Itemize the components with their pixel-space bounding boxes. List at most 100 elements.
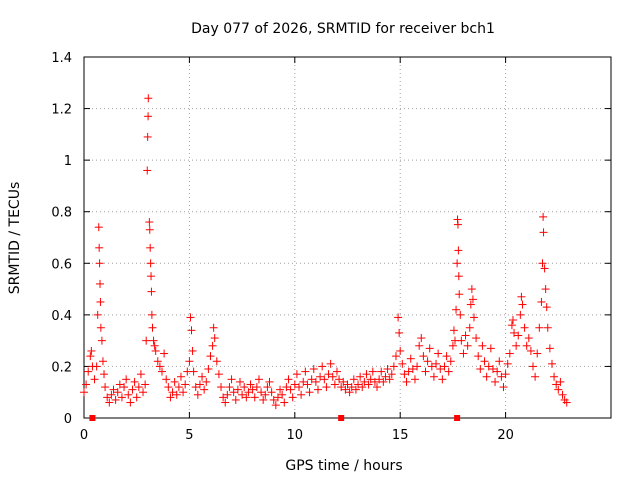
data-point — [250, 393, 259, 402]
data-point — [469, 313, 478, 322]
data-point — [261, 390, 270, 399]
x-tick-label: 20 — [497, 428, 514, 443]
data-point — [231, 395, 240, 404]
data-point — [90, 375, 99, 384]
data-point — [457, 336, 466, 345]
data-point — [463, 341, 472, 350]
data-point — [305, 388, 314, 397]
data-point — [474, 352, 483, 361]
x-axis-label: GPS time / hours — [285, 458, 402, 474]
data-point — [170, 377, 179, 386]
data-point — [233, 385, 242, 394]
data-point — [328, 372, 337, 381]
data-point — [146, 243, 155, 252]
data-point — [533, 349, 542, 358]
data-point — [292, 370, 301, 379]
data-point — [541, 285, 550, 294]
data-point — [93, 310, 102, 319]
data-point — [522, 341, 531, 350]
data-point — [198, 372, 207, 381]
data-point — [172, 390, 181, 399]
data-point — [309, 365, 318, 374]
data-point — [189, 367, 198, 376]
data-point — [484, 362, 493, 371]
y-tick-label: 0.6 — [51, 257, 72, 272]
data-point — [505, 349, 514, 358]
y-tick-label: 0.4 — [51, 309, 72, 324]
data-point — [539, 228, 548, 237]
data-point — [148, 323, 157, 332]
data-point — [427, 362, 436, 371]
data-point — [364, 380, 373, 389]
data-point — [410, 375, 419, 384]
data-point — [286, 385, 295, 394]
data-point — [495, 357, 504, 366]
data-point — [191, 383, 200, 392]
data-point — [134, 383, 143, 392]
data-point — [453, 259, 462, 268]
data-point — [466, 300, 475, 309]
plot-border — [83, 56, 612, 419]
data-point — [168, 388, 177, 397]
data-point — [311, 377, 320, 386]
data-point — [290, 380, 299, 389]
data-point — [520, 323, 529, 332]
data-point — [257, 388, 266, 397]
data-point — [339, 377, 348, 386]
data-point — [419, 352, 428, 361]
data-point — [145, 225, 154, 234]
data-point — [188, 346, 197, 355]
data-point — [478, 341, 487, 350]
data-point — [535, 323, 544, 332]
data-point — [284, 375, 293, 384]
data-point — [238, 390, 247, 399]
data-point — [145, 218, 154, 227]
data-point — [436, 365, 445, 374]
data-point — [341, 385, 350, 394]
data-point — [105, 398, 114, 407]
y-tick-label: 0 — [64, 412, 72, 427]
data-point — [468, 295, 477, 304]
data-point — [493, 367, 502, 376]
data-point — [282, 383, 291, 392]
data-point — [531, 372, 540, 381]
data-point — [217, 383, 226, 392]
data-point — [273, 393, 282, 402]
data-point — [139, 388, 148, 397]
data-point — [320, 375, 329, 384]
data-point — [354, 380, 363, 389]
data-point — [240, 383, 249, 392]
data-point — [379, 377, 388, 386]
data-point — [160, 349, 169, 358]
data-point — [529, 362, 538, 371]
data-point — [408, 365, 417, 374]
y-tick-label: 0.2 — [51, 360, 72, 375]
data-point — [518, 300, 527, 309]
data-point — [442, 352, 451, 361]
data-point — [547, 359, 556, 368]
data-point — [482, 372, 491, 381]
data-point — [229, 388, 238, 397]
data-point — [100, 370, 109, 379]
data-point — [389, 362, 398, 371]
data-point — [263, 383, 272, 392]
data-point — [508, 316, 517, 325]
data-point — [318, 362, 327, 371]
data-point — [212, 357, 221, 366]
data-point — [476, 365, 485, 374]
data-point — [146, 259, 155, 268]
data-point — [120, 383, 129, 392]
data-point — [454, 246, 463, 255]
data-point — [459, 349, 468, 358]
data-point — [326, 359, 335, 368]
data-point — [396, 346, 405, 355]
data-point — [142, 336, 151, 345]
data-point — [349, 375, 358, 384]
data-point — [510, 328, 519, 337]
data-point — [332, 367, 341, 376]
y-tick-label: 1.4 — [51, 51, 72, 66]
data-point — [491, 377, 500, 386]
data-point — [143, 132, 152, 141]
